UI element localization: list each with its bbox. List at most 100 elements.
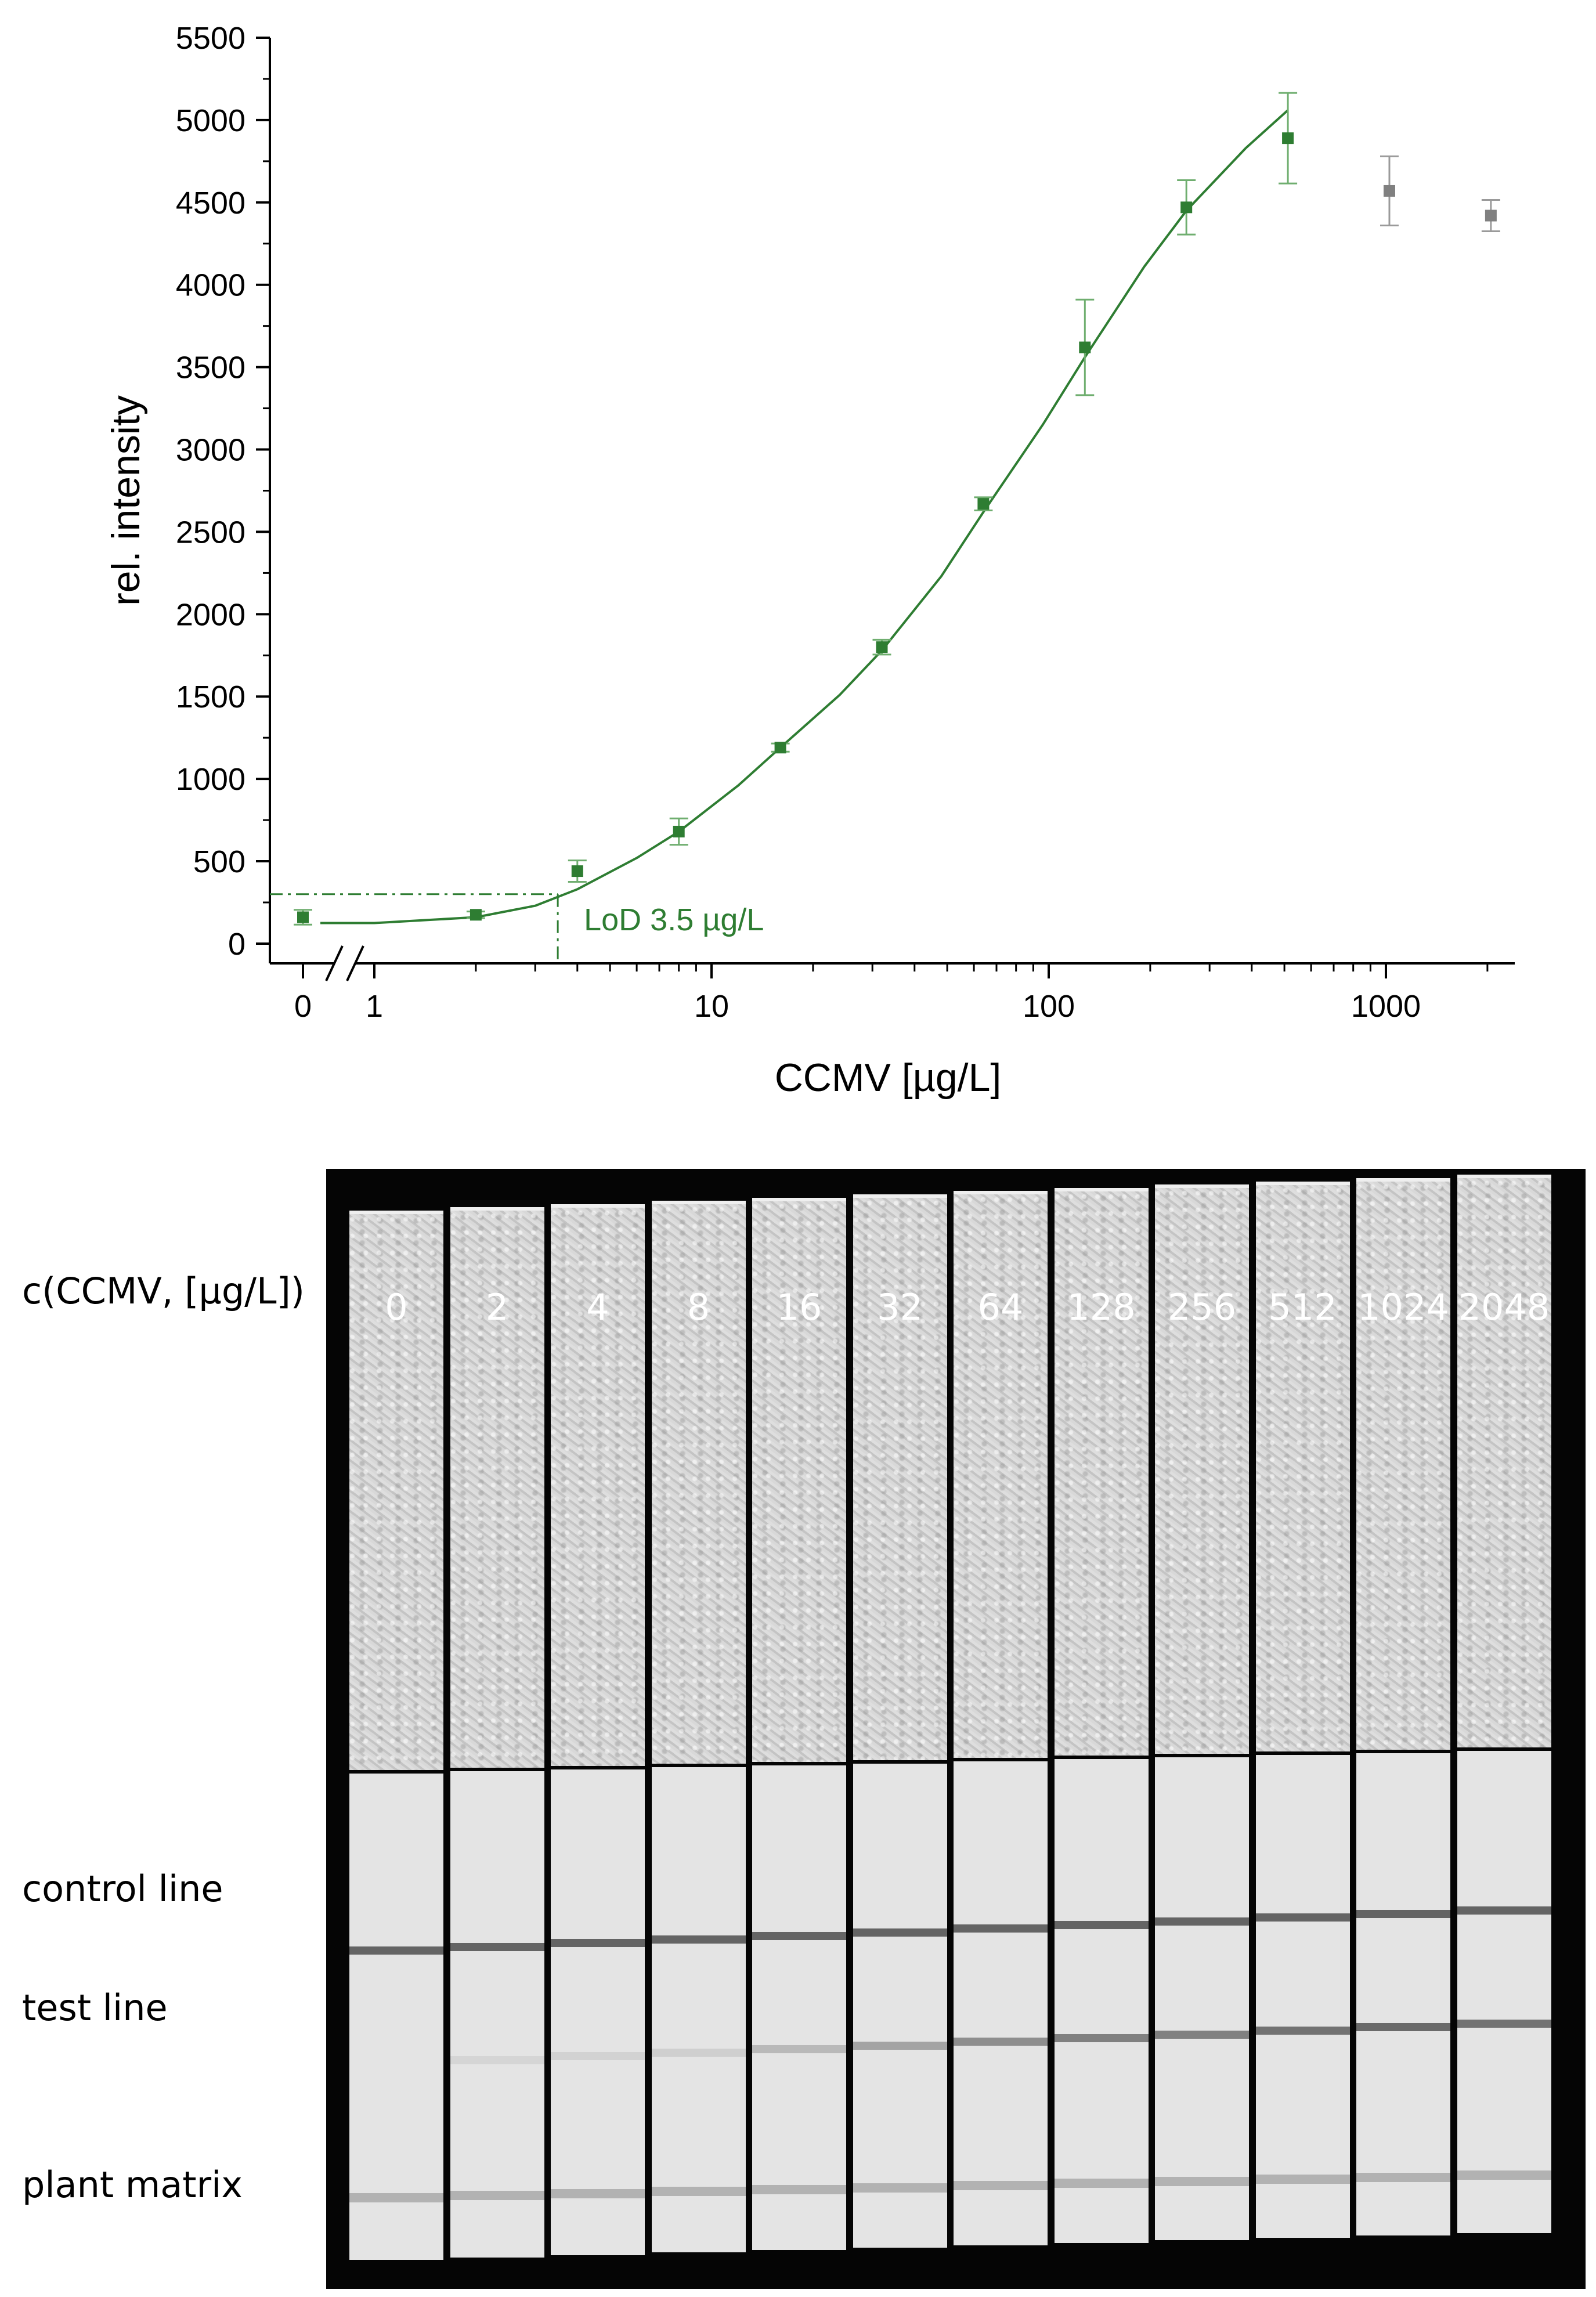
matrix-band xyxy=(853,2183,947,2193)
control-band xyxy=(551,1939,645,1948)
y-tick-label: 3000 xyxy=(176,433,245,468)
sample-pad xyxy=(1155,1184,1249,1754)
control-band xyxy=(752,1931,846,1940)
y-tick-label: 4500 xyxy=(176,186,245,221)
sample-pad xyxy=(1457,1175,1551,1748)
x-tick-label: 10 xyxy=(694,989,729,1024)
data-point xyxy=(1485,210,1497,222)
strip-membrane xyxy=(954,1761,1048,2245)
test-band xyxy=(1356,2023,1450,2031)
y-tick-label: 4000 xyxy=(176,268,245,303)
data-point xyxy=(876,641,888,653)
concentration-label: 2048 xyxy=(1458,1285,1550,1328)
control-band xyxy=(651,1935,746,1944)
plant-matrix-label: plant matrix xyxy=(22,2164,243,2206)
sample-pad xyxy=(1255,1181,1350,1752)
data-point xyxy=(774,742,786,754)
y-tick-label: 1500 xyxy=(176,680,245,714)
lod-label: LoD 3.5 µg/L xyxy=(584,902,764,937)
matrix-band xyxy=(1255,2175,1350,2184)
concentration-label: 2 xyxy=(485,1285,509,1328)
test-strip: 512 xyxy=(1255,1181,1350,2238)
data-point xyxy=(1282,132,1294,145)
lateral-flow-strips-photo: 0 2 4 8 16 32 64 128 256 512 1024 2048 xyxy=(326,1169,1586,2289)
strip-membrane xyxy=(450,1771,544,2258)
x-axis-title: CCMV [µg/L] xyxy=(775,1056,1002,1100)
test-band xyxy=(551,2052,645,2061)
sample-pad xyxy=(651,1201,746,1764)
y-tick-label: 5000 xyxy=(176,103,245,138)
test-band xyxy=(1255,2027,1350,2035)
concentration-label: 1024 xyxy=(1357,1286,1449,1328)
test-line-label: test line xyxy=(22,1987,168,2029)
strip-membrane xyxy=(1255,1755,1350,2238)
control-band xyxy=(1054,1920,1149,1929)
matrix-band xyxy=(752,2184,846,2194)
x-tick-label: 1 xyxy=(366,989,383,1024)
matrix-band xyxy=(1457,2170,1551,2180)
points-layer xyxy=(294,92,1500,926)
control-band xyxy=(1356,1910,1450,1918)
test-strip: 2048 xyxy=(1457,1175,1551,2233)
concentration-label: 64 xyxy=(977,1285,1024,1328)
sample-pad xyxy=(1356,1178,1450,1750)
data-point xyxy=(571,865,583,877)
sample-pad xyxy=(1054,1187,1149,1756)
strip-membrane xyxy=(651,1767,746,2253)
test-strip: 32 xyxy=(853,1194,947,2248)
y-axis-title: rel. intensity xyxy=(104,395,148,606)
test-strip: 4 xyxy=(551,1204,645,2255)
strip-membrane xyxy=(1457,1751,1551,2233)
concentration-label: 16 xyxy=(776,1285,822,1328)
concentration-label: 256 xyxy=(1167,1285,1237,1328)
y-tick-label: 1000 xyxy=(176,762,245,797)
test-band xyxy=(651,2049,746,2057)
fit-curve xyxy=(320,109,1289,924)
concentration-label: 8 xyxy=(687,1285,710,1328)
test-strip: 1024 xyxy=(1356,1178,1450,2235)
data-point xyxy=(1383,185,1395,197)
test-strip: 8 xyxy=(651,1201,746,2253)
y-tick-label: 3500 xyxy=(176,351,245,385)
y-tick-label: 2000 xyxy=(176,597,245,632)
sample-pad xyxy=(450,1207,544,1768)
control-band xyxy=(1255,1913,1350,1922)
control-band xyxy=(853,1928,947,1937)
strip-membrane xyxy=(752,1765,846,2251)
test-strip: 2 xyxy=(450,1207,544,2258)
axis-break-mark xyxy=(325,945,344,981)
test-band xyxy=(1054,2034,1149,2042)
y-tick-label: 5500 xyxy=(176,21,245,56)
test-strip: 128 xyxy=(1054,1187,1149,2243)
axis-break-mark xyxy=(346,945,364,981)
test-strip: 64 xyxy=(954,1191,1048,2245)
y-tick-label: 2500 xyxy=(176,515,245,550)
strip-membrane xyxy=(1054,1759,1149,2243)
matrix-band xyxy=(954,2180,1048,2190)
test-band xyxy=(450,2056,544,2064)
y-tick-label: 0 xyxy=(228,927,245,962)
strip-membrane xyxy=(1356,1753,1450,2235)
data-point xyxy=(297,911,309,923)
strip-membrane xyxy=(551,1769,645,2255)
data-point xyxy=(1180,201,1193,214)
data-point xyxy=(1079,341,1091,353)
y-tick-label: 500 xyxy=(193,844,245,879)
sample-pad xyxy=(551,1204,645,1766)
strip-membrane xyxy=(349,1774,443,2260)
control-line-label: control line xyxy=(22,1868,223,1910)
matrix-band xyxy=(1356,2173,1450,2182)
fit-layer xyxy=(270,109,1289,963)
data-point xyxy=(977,498,990,510)
sample-pad xyxy=(853,1194,947,1760)
data-point xyxy=(673,825,685,837)
concentration-label: 4 xyxy=(586,1285,609,1328)
control-band xyxy=(1457,1906,1551,1915)
dose-response-chart: 0 500 1000 1500 2000 2500 3000 3500 4000 4500 5000… xyxy=(104,21,1515,1100)
control-band xyxy=(954,1924,1048,1933)
data-point xyxy=(470,909,482,921)
matrix-band xyxy=(651,2187,746,2197)
concentration-label: 128 xyxy=(1067,1285,1136,1328)
strip-membrane xyxy=(1155,1757,1249,2241)
test-strip: 256 xyxy=(1155,1184,1249,2241)
